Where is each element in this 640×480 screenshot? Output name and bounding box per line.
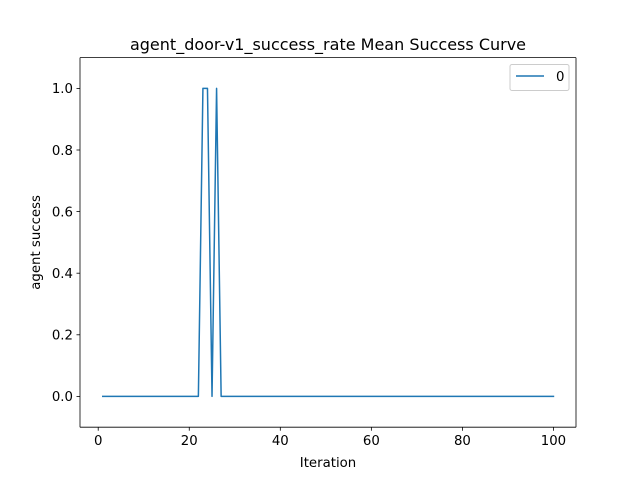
legend: 0 bbox=[509, 64, 570, 91]
y-tick-label: 0.4 bbox=[52, 267, 73, 282]
x-tick-label: 100 bbox=[541, 434, 566, 449]
series-layer bbox=[102, 87, 555, 398]
chart-title: agent_door-v1_success_rate Mean Success … bbox=[130, 35, 526, 55]
x-tick-label: 40 bbox=[272, 434, 289, 449]
x-tick-label: 20 bbox=[181, 434, 198, 449]
legend-label: 0 bbox=[556, 70, 564, 85]
series-line-0 bbox=[102, 87, 555, 398]
y-axis-ticks: 0.0 0.2 0.4 0.6 0.8 1.0 bbox=[52, 82, 80, 405]
x-tick-label: 60 bbox=[363, 434, 380, 449]
x-axis-label: Iteration bbox=[300, 456, 356, 471]
y-tick-label: 0.6 bbox=[52, 205, 73, 220]
plot-area bbox=[80, 57, 576, 428]
y-axis-label: agent success bbox=[29, 195, 44, 290]
y-tick-label: 0.0 bbox=[52, 390, 73, 405]
y-tick-label: 1.0 bbox=[52, 82, 73, 97]
y-tick-label: 0.8 bbox=[52, 144, 73, 159]
y-tick-label: 0.2 bbox=[52, 329, 73, 344]
legend-frame bbox=[509, 64, 570, 91]
x-axis-ticks: 0 20 40 60 80 100 bbox=[94, 427, 566, 449]
x-tick-label: 0 bbox=[94, 434, 102, 449]
x-tick-label: 80 bbox=[454, 434, 471, 449]
